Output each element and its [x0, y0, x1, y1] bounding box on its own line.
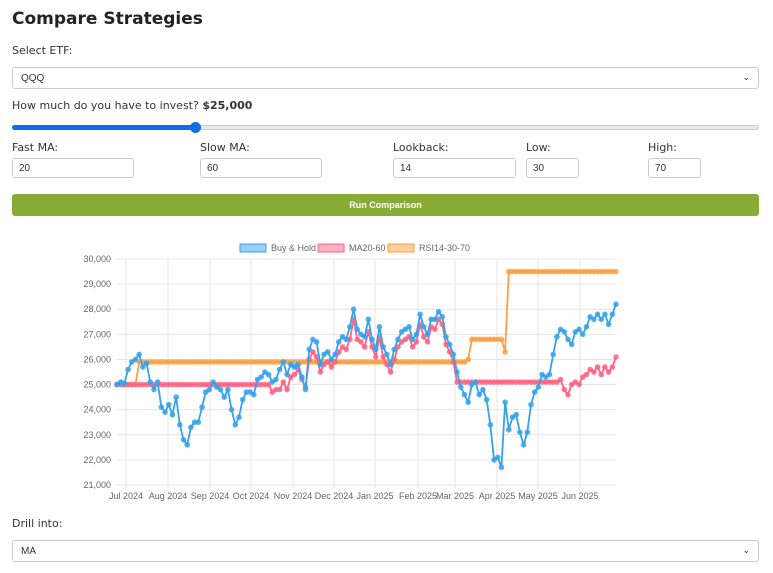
slow-ma-label: Slow MA: — [200, 141, 250, 154]
etf-select-value: QQQ — [21, 73, 45, 84]
x-tick-label: Sep 2024 — [191, 491, 230, 501]
drill-select-value: MA — [21, 546, 36, 557]
y-tick-label: 27,000 — [83, 329, 111, 339]
x-tick-label: Feb 2025 — [399, 491, 437, 501]
invest-slider[interactable] — [12, 122, 759, 133]
low-label: Low: — [526, 141, 551, 154]
chart-legend: Buy & Hold MA20-60 RSI14-30-70 — [239, 243, 470, 253]
chevron-down-icon: ⌄ — [742, 72, 750, 82]
y-axis: 30,000 29,000 28,000 27,000 26,000 25,000 24,0… — [83, 254, 111, 490]
drill-select[interactable]: MA ⌄ — [12, 540, 759, 562]
fast-ma-input[interactable]: 20 — [12, 158, 134, 178]
y-tick-label: 24,000 — [83, 405, 111, 415]
series-ma20-60 — [114, 316, 619, 398]
high-input[interactable]: 70 — [648, 158, 701, 178]
legend-swatch-buy-hold[interactable] — [239, 243, 267, 253]
page-title: Compare Strategies — [12, 9, 203, 29]
x-tick-label: Apr 2025 — [479, 491, 516, 501]
x-axis: Jul 2024 Aug 2024 Sep 2024 Oct 2024 Nov 2024… — [109, 491, 599, 501]
x-tick-label: Aug 2024 — [149, 491, 188, 501]
y-tick-label: 25,000 — [83, 380, 111, 390]
legend-label-ma[interactable]: MA20-60 — [349, 243, 386, 253]
slider-thumb[interactable] — [190, 122, 201, 133]
y-tick-label: 30,000 — [83, 254, 111, 264]
invest-label: How much do you have to invest? $25,000 — [12, 99, 252, 112]
x-tick-label: Oct 2024 — [233, 491, 270, 501]
y-tick-label: 28,000 — [83, 304, 111, 314]
high-label: High: — [648, 141, 677, 154]
slow-ma-input[interactable]: 60 — [200, 158, 322, 178]
y-tick-label: 22,000 — [83, 455, 111, 465]
lookback-label: Lookback: — [393, 141, 449, 154]
x-tick-label: Mar 2025 — [436, 491, 474, 501]
low-input[interactable]: 30 — [526, 158, 579, 178]
legend-swatch-rsi[interactable] — [387, 243, 415, 253]
fast-ma-label: Fast MA: — [12, 141, 59, 154]
legend-swatch-ma[interactable] — [317, 243, 345, 253]
y-tick-label: 29,000 — [83, 279, 111, 289]
x-tick-label: May 2025 — [518, 491, 558, 501]
slider-fill — [12, 125, 196, 130]
x-tick-label: Jun 2025 — [561, 491, 598, 501]
etf-select[interactable]: QQQ ⌄ — [12, 67, 759, 89]
etf-label: Select ETF: — [12, 44, 73, 57]
x-tick-label: Jul 2024 — [109, 491, 143, 501]
chevron-down-icon: ⌄ — [742, 545, 750, 555]
y-tick-label: 26,000 — [83, 354, 111, 364]
drill-label: Drill into: — [12, 517, 63, 530]
invest-amount: $25,000 — [202, 99, 253, 112]
lookback-input[interactable]: 14 — [393, 158, 516, 178]
comparison-chart: Buy & Hold MA20-60 RSI14-30-70 30,000 29,… — [83, 243, 619, 501]
invest-question: How much do you have to invest? — [12, 99, 199, 112]
chart-series — [114, 268, 619, 471]
x-tick-label: Nov 2024 — [274, 491, 313, 501]
y-tick-label: 21,000 — [83, 480, 111, 490]
series-buy-hold — [114, 301, 619, 471]
run-comparison-button[interactable]: Run Comparison — [12, 194, 759, 216]
x-tick-label: Jan 2025 — [356, 491, 393, 501]
legend-label-buy-hold[interactable]: Buy & Hold — [271, 243, 316, 253]
legend-label-rsi[interactable]: RSI14-30-70 — [419, 243, 470, 253]
y-tick-label: 23,000 — [83, 430, 111, 440]
x-tick-label: Dec 2024 — [315, 491, 354, 501]
